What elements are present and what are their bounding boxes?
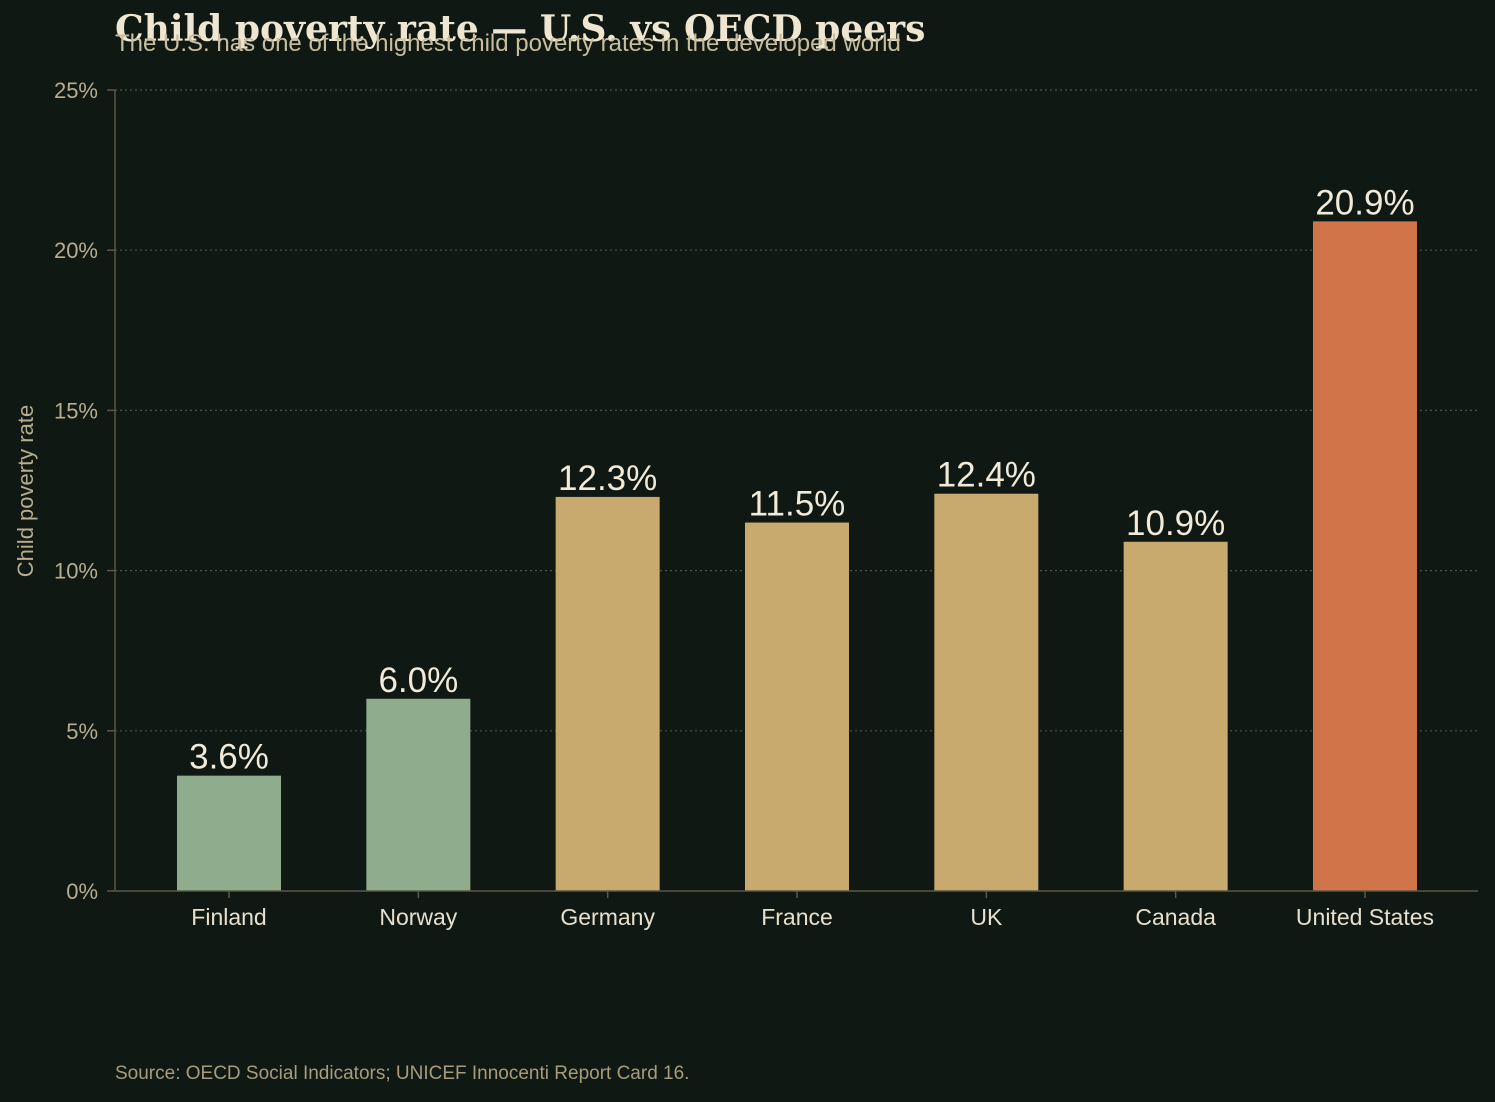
bar-canada — [1123, 541, 1228, 891]
bar-france — [744, 522, 849, 891]
bar-germany — [555, 496, 660, 891]
bar-united-states — [1312, 221, 1417, 891]
x-tick-label: UK — [970, 904, 1003, 930]
value-label: 10.9% — [1126, 504, 1225, 543]
bar-norway — [366, 698, 471, 891]
y-tick-label: 5% — [66, 719, 98, 744]
x-tick-label: United States — [1296, 904, 1434, 930]
x-tick-label: Germany — [560, 904, 655, 930]
x-tick-label: Canada — [1135, 904, 1216, 930]
axes — [107, 89, 1478, 898]
bar-finland — [177, 775, 281, 891]
value-label: 20.9% — [1315, 183, 1414, 222]
x-tick-label: Norway — [379, 904, 457, 930]
value-label: 11.5% — [749, 485, 846, 524]
value-label: 12.4% — [937, 456, 1036, 495]
y-tick-label: 20% — [54, 238, 98, 263]
value-label: 6.0% — [378, 661, 458, 700]
bar-uk — [934, 493, 1039, 891]
chart-subtitle: The U.S. has one of the highest child po… — [115, 30, 901, 57]
labels: 0% 5% 10% 15% 20% 25% 3.6% Finland 6.0% Norway 12.… — [54, 78, 1434, 930]
source-note: Source: OECD Social Indicators; UNICEF I… — [115, 1063, 690, 1084]
y-tick-label: 15% — [54, 398, 98, 423]
x-tick-label: Finland — [191, 904, 266, 930]
y-axis-title: Child poverty rate — [13, 405, 38, 577]
x-tick-label: France — [761, 904, 833, 930]
chart-title: Child poverty rate — U.S. vs OECD peers — [115, 8, 926, 50]
value-label: 12.3% — [558, 459, 657, 498]
value-label: 3.6% — [189, 738, 269, 777]
bars — [177, 221, 1417, 891]
y-tick-label: 25% — [54, 78, 98, 103]
y-tick-label: 0% — [66, 879, 98, 904]
y-tick-label: 10% — [54, 559, 98, 584]
